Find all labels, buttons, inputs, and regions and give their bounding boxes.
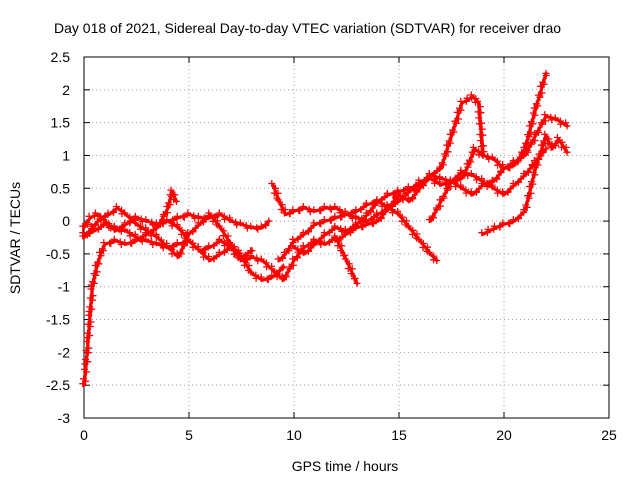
series-markers xyxy=(425,111,571,224)
series-track-10 xyxy=(425,111,571,224)
y-tick-label: 1 xyxy=(62,147,70,163)
series-markers xyxy=(79,186,180,388)
y-tick-label: 2.5 xyxy=(51,49,71,65)
axes xyxy=(83,56,610,419)
chart-title: Day 018 of 2021, Sidereal Day-to-day VTE… xyxy=(54,20,561,36)
series-track-11 xyxy=(478,130,571,237)
x-tick-label: 15 xyxy=(391,427,407,443)
grid-lines xyxy=(84,57,609,418)
x-tick-label: 10 xyxy=(286,427,302,443)
data-series xyxy=(79,69,571,388)
y-tick-label: -0.5 xyxy=(46,246,70,262)
y-tick-label: -2.5 xyxy=(46,377,70,393)
y-tick-label: -1.5 xyxy=(46,312,70,328)
x-tick-label: 25 xyxy=(601,427,617,443)
y-tick-label: 0.5 xyxy=(51,180,71,196)
y-tick-label: 0 xyxy=(62,213,70,229)
y-axis-label: SDTVAR / TECUs xyxy=(7,182,23,294)
x-tick-label: 20 xyxy=(496,427,512,443)
series-line xyxy=(292,147,485,256)
tick-labels: 0 5 10 15 20 25 2.5 2 1.5 1 0.5 0 -0.5 -1 -1.5 -2 -2.5 -3 xyxy=(46,49,617,443)
y-tick-label: -1 xyxy=(58,279,71,295)
x-axis-label: GPS time / hours xyxy=(292,458,399,474)
series-track-1 xyxy=(79,186,180,388)
y-tick-label: -2 xyxy=(58,344,71,360)
x-tick-label: 0 xyxy=(80,427,88,443)
y-tick-label: 2 xyxy=(62,82,70,98)
y-tick-label: -3 xyxy=(58,410,71,426)
series-markers xyxy=(289,143,487,256)
x-tick-label: 5 xyxy=(185,427,193,443)
series-track-8 xyxy=(289,143,487,256)
series-line xyxy=(166,219,359,285)
plot-frame xyxy=(83,56,610,419)
y-tick-label: 1.5 xyxy=(51,115,71,131)
series-markers xyxy=(478,130,571,237)
